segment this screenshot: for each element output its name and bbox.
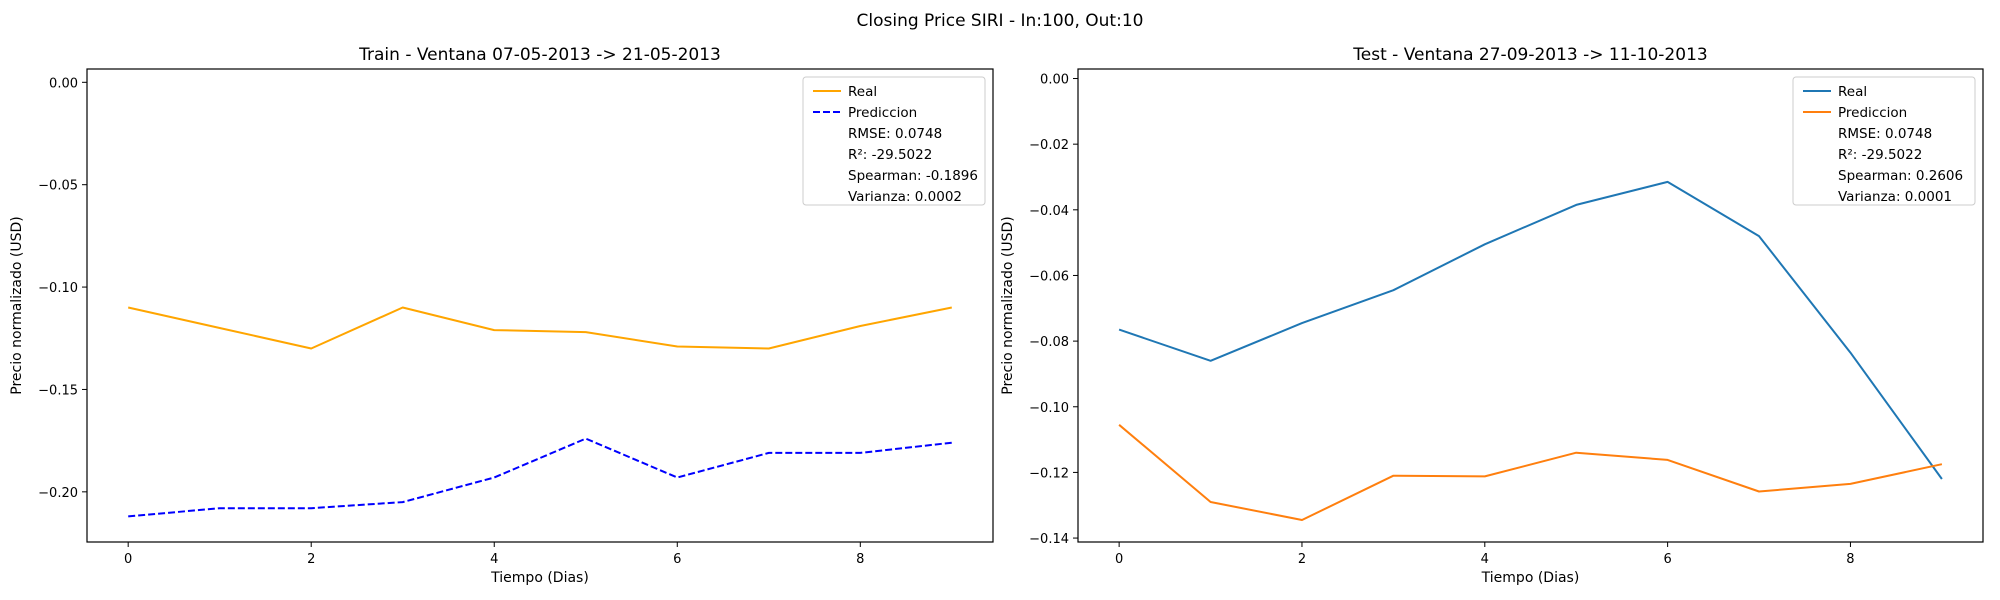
x-tick-label: 0: [1115, 552, 1123, 567]
x-tick-label: 8: [856, 552, 864, 567]
test-chart: Test - Ventana 27-09-2013 -> 11-10-2013 0…: [1000, 45, 1984, 586]
legend-box: [1792, 76, 1976, 206]
legend-stat: R²: -29.5022: [1838, 147, 1922, 163]
legend: Real Prediccion RMSE: 0.0748 R²: -29.5022 Sp…: [802, 76, 986, 206]
x-tick-label: 6: [1663, 552, 1671, 567]
plot-frame: [1077, 68, 1984, 543]
y-tick-label: −0.15: [38, 383, 78, 398]
x-tick-label: 0: [124, 552, 132, 567]
legend-stat: R²: -29.5022: [848, 147, 932, 163]
y-tick-label: −0.04: [1029, 204, 1069, 219]
chart-title: Train - Ventana 07-05-2013 -> 21-05-2013: [358, 45, 721, 65]
legend-stat: Varianza: 0.0002: [848, 189, 962, 205]
plot-frame: [86, 68, 994, 543]
y-axis-label: Precio normalizado (USD): [9, 216, 25, 394]
legend: Real Prediccion RMSE: 0.0748 R²: -29.5022 Sp…: [1792, 76, 1976, 206]
legend-stat: Spearman: 0.2606: [1838, 168, 1963, 184]
series-line-prediccion: [1118, 424, 1943, 521]
legend-label: Real: [848, 84, 877, 100]
y-tick-label: 0.00: [49, 76, 78, 91]
series-line-real: [1118, 180, 1943, 480]
y-tick-label: −0.05: [38, 179, 78, 194]
x-tick-label: 4: [1481, 552, 1489, 567]
x-axis-label: Tiempo (Dias): [490, 570, 589, 586]
y-tick-label: 0.00: [1040, 73, 1069, 88]
legend-stat: RMSE: 0.0748: [848, 126, 942, 142]
x-tick-label: 8: [1846, 552, 1854, 567]
y-tick-label: −0.12: [1029, 466, 1069, 481]
y-tick-label: −0.10: [38, 281, 78, 296]
legend-stat: RMSE: 0.0748: [1838, 126, 1932, 142]
series-line-real: [127, 306, 952, 350]
x-tick-label: 6: [673, 552, 681, 567]
y-tick-label: −0.02: [1029, 138, 1069, 153]
legend-stat: Varianza: 0.0001: [1838, 189, 1952, 205]
legend-label: Real: [1838, 84, 1867, 100]
legend-stat: Spearman: -0.1896: [848, 168, 978, 184]
figure-suptitle: Closing Price SIRI - In:100, Out:10: [857, 11, 1144, 31]
legend-label: Prediccion: [848, 105, 917, 121]
y-tick-label: −0.08: [1029, 335, 1069, 350]
y-tick-label: −0.10: [1029, 401, 1069, 416]
x-axis-label: Tiempo (Dias): [1481, 570, 1580, 586]
legend-box: [802, 76, 986, 206]
chart-title: Test - Ventana 27-09-2013 -> 11-10-2013: [1352, 45, 1707, 65]
x-tick-label: 4: [490, 552, 498, 567]
train-chart: Train - Ventana 07-05-2013 -> 21-05-2013…: [9, 45, 994, 586]
y-axis-label: Precio normalizado (USD): [1000, 216, 1016, 394]
legend-label: Prediccion: [1838, 105, 1907, 121]
y-tick-label: −0.20: [38, 486, 78, 501]
y-tick-label: −0.06: [1029, 269, 1069, 284]
x-tick-label: 2: [307, 552, 315, 567]
y-tick-label: −0.14: [1029, 532, 1069, 547]
x-tick-label: 2: [1298, 552, 1306, 567]
